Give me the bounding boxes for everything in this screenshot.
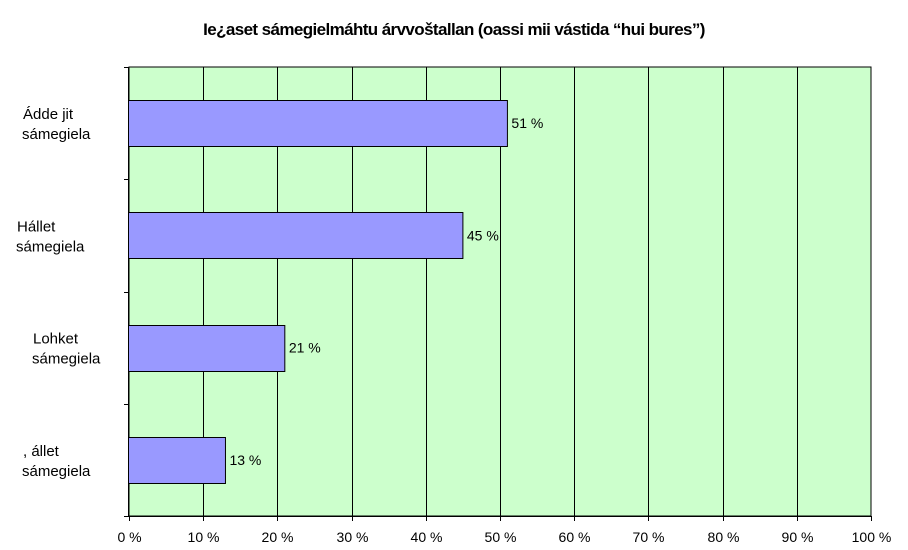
x-tick-label: 20 %	[262, 529, 294, 545]
x-tick-label: 10 %	[188, 529, 220, 545]
category-label: sámegiela	[16, 238, 85, 255]
data-label: 13 %	[229, 452, 261, 468]
data-label: 21 %	[289, 340, 321, 356]
bar	[128, 325, 286, 372]
category-label: Ádde jit	[23, 106, 74, 123]
axes	[124, 67, 872, 521]
category-label: Hállet	[17, 218, 56, 235]
x-tick-label: 60 %	[559, 529, 591, 545]
bar	[128, 212, 464, 259]
bars	[128, 100, 508, 484]
x-tick-label: 70 %	[633, 529, 665, 545]
category-label: Lohket	[33, 331, 79, 348]
x-tick-label: 100 %	[852, 529, 892, 545]
x-tick-label: 80 %	[708, 529, 740, 545]
bar	[128, 100, 508, 147]
labels: 0 % 10 % 20 % 30 % 40 % 50 % 60 % 70 % 80 % 90 % 1…	[16, 106, 891, 545]
data-label: 45 %	[467, 227, 499, 243]
x-tick-label: 40 %	[411, 529, 443, 545]
x-tick-label: 30 %	[337, 529, 369, 545]
category-label: sámegiela	[22, 126, 91, 143]
bar	[128, 437, 226, 484]
x-tick-label: 90 %	[782, 529, 814, 545]
chart-title: Ie¿aset sámegielmáhtu árvvoštallan (oass…	[203, 20, 705, 39]
x-tick-label: 50 %	[485, 529, 517, 545]
category-label: , állet	[23, 443, 60, 460]
category-label: sámegiela	[22, 463, 91, 480]
category-label: sámegiela	[32, 351, 101, 368]
x-tick-label: 0 %	[117, 529, 141, 545]
data-label: 51 %	[511, 115, 543, 131]
